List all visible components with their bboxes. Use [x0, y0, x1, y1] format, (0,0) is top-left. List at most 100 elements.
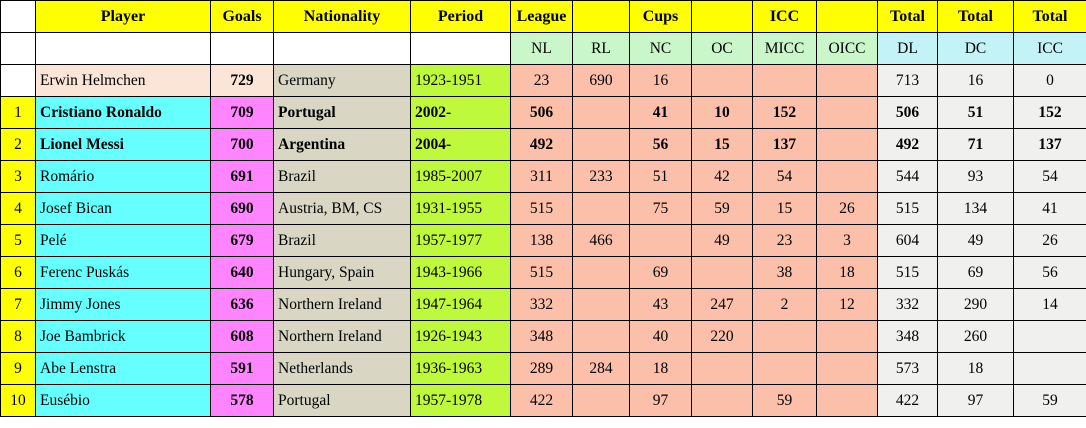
cell-micc: 137: [752, 128, 817, 161]
cell-nc: 75: [629, 192, 692, 225]
cell-dc: 18: [937, 352, 1014, 385]
cell-nationality: Austria, BM, CS: [273, 192, 411, 225]
cell-micc: 23: [752, 224, 817, 257]
table-row: 5 Pelé 679 Brazil 1957-1977 138 466 49 23 3 604 49 2…: [0, 224, 1086, 257]
cell-oicc: 3: [816, 224, 878, 257]
cell-nationality: Northern Ireland: [273, 320, 411, 353]
table-row: 6 Ferenc Puskás 640 Hungary, Spain 1943-1966…: [0, 256, 1086, 289]
cell-nc: [629, 224, 692, 257]
table-row: 8 Joe Bambrick 608 Northern Ireland 1926-194…: [0, 320, 1086, 353]
cell-nl: 138: [510, 224, 573, 257]
subheader-blank-4: [410, 32, 511, 65]
cell-dc: 134: [937, 192, 1014, 225]
cell-goals: 709: [210, 96, 274, 129]
cell-oicc: [816, 320, 878, 353]
cell-goals: 591: [210, 352, 274, 385]
subheader-oicc: OICC: [816, 32, 878, 65]
cell-player: Pelé: [35, 224, 211, 257]
subheader-nl: NL: [510, 32, 573, 65]
cell-rank: 10: [0, 384, 36, 417]
cell-icc: 56: [1013, 256, 1086, 289]
cell-micc: 15: [752, 192, 817, 225]
table-row: 1 Cristiano Ronaldo 709 Portugal 2002- 506 41 1…: [0, 96, 1086, 129]
cell-rank: 6: [0, 256, 36, 289]
cell-nc: 18: [629, 352, 692, 385]
cell-rl: 690: [572, 64, 630, 97]
cell-dc: 49: [937, 224, 1014, 257]
table-row: 2 Lionel Messi 700 Argentina 2004- 492 56 15 137…: [0, 128, 1086, 161]
cell-goals: 636: [210, 288, 274, 321]
cell-nc: 41: [629, 96, 692, 129]
header-league-5: League: [510, 0, 573, 33]
header-total-12: Total: [937, 0, 1014, 33]
cell-nc: 43: [629, 288, 692, 321]
cell-dl: 573: [877, 352, 938, 385]
cell-icc: 54: [1013, 160, 1086, 193]
subheader-blank-2: [210, 32, 274, 65]
cell-oc: 49: [691, 224, 753, 257]
subheader-dc: DC: [937, 32, 1014, 65]
cell-player: Cristiano Ronaldo: [35, 96, 211, 129]
cell-dc: 71: [937, 128, 1014, 161]
header-total-13: Total: [1013, 0, 1086, 33]
table-row: 7 Jimmy Jones 636 Northern Ireland 1947-1964…: [0, 288, 1086, 321]
cell-icc: 137: [1013, 128, 1086, 161]
cell-rank: 9: [0, 352, 36, 385]
cell-nc: 69: [629, 256, 692, 289]
cell-icc: 152: [1013, 96, 1086, 129]
cell-rl: [572, 192, 630, 225]
cell-player: Jimmy Jones: [35, 288, 211, 321]
cell-rl: [572, 256, 630, 289]
cell-period: 1957-1977: [410, 224, 511, 257]
cell-rl: 466: [572, 224, 630, 257]
cell-rank: [0, 64, 36, 97]
header-icc-9: ICC: [752, 0, 817, 33]
header-player-1: Player: [35, 0, 211, 33]
cell-dl: 544: [877, 160, 938, 193]
cell-icc: [1013, 320, 1086, 353]
table-row: 10 Eusébio 578 Portugal 1957-1978 422 97 59 422 9…: [0, 384, 1086, 417]
header-total-11: Total: [877, 0, 938, 33]
cell-nc: 97: [629, 384, 692, 417]
cell-rl: [572, 384, 630, 417]
cell-oc: 42: [691, 160, 753, 193]
cell-period: 2004-: [410, 128, 511, 161]
cell-nationality: Netherlands: [273, 352, 411, 385]
cell-goals: 679: [210, 224, 274, 257]
cell-oc: [691, 352, 753, 385]
cell-nationality: Argentina: [273, 128, 411, 161]
cell-dl: 506: [877, 96, 938, 129]
cell-dc: 97: [937, 384, 1014, 417]
cell-dc: 16: [937, 64, 1014, 97]
cell-micc: 2: [752, 288, 817, 321]
table-row: 4 Josef Bican 690 Austria, BM, CS 1931-1955 5…: [0, 192, 1086, 225]
cell-oicc: [816, 96, 878, 129]
subheader-micc: MICC: [752, 32, 817, 65]
table-row: Erwin Helmchen 729 Germany 1923-1951 23 690 16…: [0, 64, 1086, 97]
cell-nl: 492: [510, 128, 573, 161]
subheader-nc: NC: [629, 32, 692, 65]
cell-player: Erwin Helmchen: [35, 64, 211, 97]
subheader-blank-3: [273, 32, 411, 65]
cell-nl: 506: [510, 96, 573, 129]
cell-dc: 290: [937, 288, 1014, 321]
cell-dl: 604: [877, 224, 938, 257]
cell-dc: 93: [937, 160, 1014, 193]
header-blank-8: [691, 0, 753, 33]
cell-dl: 492: [877, 128, 938, 161]
cell-oicc: [816, 64, 878, 97]
header-row-groups: Player Goals Nationality Period League Cups IC…: [0, 0, 1086, 33]
cell-player: Romário: [35, 160, 211, 193]
cell-nl: 332: [510, 288, 573, 321]
cell-rank: 2: [0, 128, 36, 161]
cell-dl: 422: [877, 384, 938, 417]
cell-oc: [691, 64, 753, 97]
cell-dl: 515: [877, 192, 938, 225]
cell-micc: 54: [752, 160, 817, 193]
cell-nl: 422: [510, 384, 573, 417]
header-goals-2: Goals: [210, 0, 274, 33]
cell-icc: 26: [1013, 224, 1086, 257]
cell-micc: 59: [752, 384, 817, 417]
cell-nationality: Brazil: [273, 224, 411, 257]
cell-oc: [691, 256, 753, 289]
